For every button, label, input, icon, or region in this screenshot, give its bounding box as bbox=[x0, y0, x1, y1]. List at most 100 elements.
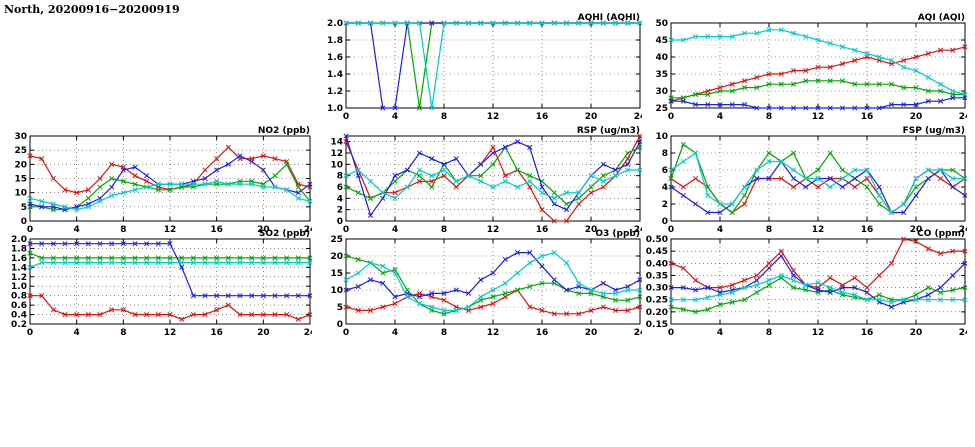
svg-text:1.6: 1.6 bbox=[11, 254, 27, 264]
svg-text:4: 4 bbox=[717, 328, 723, 338]
svg-text:0: 0 bbox=[343, 112, 349, 122]
svg-text:0.4: 0.4 bbox=[11, 311, 27, 321]
svg-text:2.0: 2.0 bbox=[11, 235, 27, 245]
svg-text:16: 16 bbox=[210, 225, 223, 235]
o3-plot-svg: O3 (ppb) 0 4 8 12 16 20 24 0 5 10 15 20 25 bbox=[330, 229, 646, 338]
svg-text:4: 4 bbox=[717, 112, 723, 122]
svg-text:25: 25 bbox=[655, 104, 668, 114]
svg-text:20: 20 bbox=[910, 225, 923, 235]
svg-text:15: 15 bbox=[14, 175, 27, 185]
svg-text:12: 12 bbox=[812, 112, 825, 122]
svg-text:1.8: 1.8 bbox=[11, 244, 27, 254]
svg-text:8: 8 bbox=[337, 172, 343, 182]
svg-text:4: 4 bbox=[392, 112, 398, 122]
svg-text:20: 20 bbox=[585, 328, 598, 338]
svg-text:1.4: 1.4 bbox=[11, 263, 27, 273]
svg-text:2: 2 bbox=[337, 206, 343, 216]
svg-text:24: 24 bbox=[959, 112, 967, 122]
svg-text:2: 2 bbox=[662, 200, 668, 210]
svg-text:4: 4 bbox=[337, 194, 343, 204]
page-title: North, 20200916−20200919 bbox=[4, 3, 180, 16]
svg-text:12: 12 bbox=[164, 328, 177, 338]
svg-text:0.45: 0.45 bbox=[646, 247, 668, 257]
svg-text:8: 8 bbox=[441, 328, 447, 338]
svg-text:0: 0 bbox=[27, 225, 33, 235]
svg-text:12: 12 bbox=[487, 225, 500, 235]
svg-text:4: 4 bbox=[392, 225, 398, 235]
svg-text:35: 35 bbox=[655, 70, 668, 80]
svg-text:RSP (ug/m3): RSP (ug/m3) bbox=[577, 126, 640, 136]
svg-text:12: 12 bbox=[330, 149, 343, 159]
svg-text:0: 0 bbox=[27, 328, 33, 338]
svg-text:24: 24 bbox=[959, 328, 967, 338]
svg-text:12: 12 bbox=[487, 328, 500, 338]
svg-text:4: 4 bbox=[392, 328, 398, 338]
so2-plot-svg: SO2 (ppb)048121620240.20.40.60.81.01.21.… bbox=[11, 229, 316, 338]
svg-text:20: 20 bbox=[257, 225, 270, 235]
svg-text:1.4: 1.4 bbox=[327, 70, 343, 80]
svg-text:6: 6 bbox=[662, 166, 668, 176]
svg-text:5: 5 bbox=[337, 303, 343, 313]
svg-text:0: 0 bbox=[343, 328, 349, 338]
svg-text:4: 4 bbox=[717, 225, 723, 235]
svg-text:10: 10 bbox=[14, 189, 27, 199]
svg-text:20: 20 bbox=[14, 160, 27, 170]
svg-text:AQI (AQI): AQI (AQI) bbox=[918, 13, 965, 23]
svg-text:NO2 (ppb): NO2 (ppb) bbox=[258, 126, 310, 136]
svg-text:0: 0 bbox=[343, 225, 349, 235]
svg-text:25: 25 bbox=[14, 146, 27, 156]
chart-no2: NO2 (ppb) 0 4 8 12 16 20 24 0 5 10 15 20 25 30 bbox=[0, 125, 316, 235]
svg-text:45: 45 bbox=[655, 36, 668, 46]
fsp-plot-svg: FSP (ug/m3)048121620240246810 bbox=[655, 126, 971, 235]
chart-co: CO (ppm) 0 4 8 12 16 20 24 0.15 0.20 0.25 0.30 0.35 0… bbox=[641, 228, 971, 338]
svg-text:24: 24 bbox=[634, 328, 642, 338]
svg-text:CO (ppm): CO (ppm) bbox=[917, 229, 965, 239]
svg-text:8: 8 bbox=[766, 225, 772, 235]
svg-text:10: 10 bbox=[330, 286, 343, 296]
svg-text:0.20: 0.20 bbox=[646, 308, 668, 318]
svg-text:16: 16 bbox=[536, 112, 549, 122]
svg-text:8: 8 bbox=[766, 328, 772, 338]
svg-text:0: 0 bbox=[668, 225, 674, 235]
svg-text:16: 16 bbox=[536, 328, 549, 338]
rsp-plot-svg: RSP (ug/m3)0481216202402468101214 bbox=[330, 126, 646, 235]
chart-rsp: RSP (ug/m3)0481216202402468101214 bbox=[316, 125, 646, 235]
chart-aqhi: AQHI (AQHI) 0 4 8 12 16 20 24 1.0 1.2 1.4 1.6 1.8 2.0 bbox=[316, 12, 646, 122]
svg-text:0.25: 0.25 bbox=[646, 296, 668, 306]
no2-plot-svg: NO2 (ppb) 0 4 8 12 16 20 24 0 5 10 15 20 25 30 bbox=[14, 126, 316, 235]
svg-text:0.30: 0.30 bbox=[646, 284, 668, 294]
svg-text:12: 12 bbox=[164, 225, 177, 235]
svg-text:10: 10 bbox=[655, 132, 668, 142]
svg-text:0: 0 bbox=[668, 328, 674, 338]
svg-text:0.40: 0.40 bbox=[646, 259, 668, 269]
chart-so2: SO2 (ppb)048121620240.20.40.60.81.01.21.… bbox=[0, 228, 316, 338]
svg-text:15: 15 bbox=[330, 269, 343, 279]
svg-text:24: 24 bbox=[304, 328, 312, 338]
svg-text:1.0: 1.0 bbox=[327, 104, 343, 114]
svg-text:4: 4 bbox=[74, 225, 80, 235]
svg-text:0.15: 0.15 bbox=[646, 320, 668, 330]
chart-fsp: FSP (ug/m3)048121620240246810 bbox=[641, 125, 971, 235]
co-plot-svg: CO (ppm) 0 4 8 12 16 20 24 0.15 0.20 0.25 0.30 0.35 0… bbox=[646, 229, 971, 338]
svg-text:1.8: 1.8 bbox=[327, 36, 343, 46]
svg-text:8: 8 bbox=[441, 225, 447, 235]
svg-text:16: 16 bbox=[861, 225, 874, 235]
svg-text:30: 30 bbox=[655, 87, 668, 97]
svg-text:8: 8 bbox=[766, 112, 772, 122]
svg-text:8: 8 bbox=[441, 112, 447, 122]
svg-text:25: 25 bbox=[330, 235, 343, 245]
svg-text:0: 0 bbox=[668, 112, 674, 122]
svg-text:10: 10 bbox=[330, 160, 343, 170]
svg-text:4: 4 bbox=[74, 328, 80, 338]
svg-text:0.50: 0.50 bbox=[646, 235, 668, 245]
chart-aqi: AQI (AQI) 0 4 8 12 16 20 24 25 30 35 40 45 50 bbox=[641, 12, 971, 122]
svg-text:16: 16 bbox=[861, 112, 874, 122]
svg-text:20: 20 bbox=[330, 252, 343, 262]
svg-text:40: 40 bbox=[655, 53, 668, 63]
svg-text:8: 8 bbox=[120, 328, 126, 338]
svg-text:24: 24 bbox=[304, 225, 312, 235]
aqi-plot-svg: AQI (AQI) 0 4 8 12 16 20 24 25 30 35 40 45 50 bbox=[655, 13, 971, 122]
svg-text:4: 4 bbox=[662, 183, 668, 193]
svg-text:20: 20 bbox=[257, 328, 270, 338]
